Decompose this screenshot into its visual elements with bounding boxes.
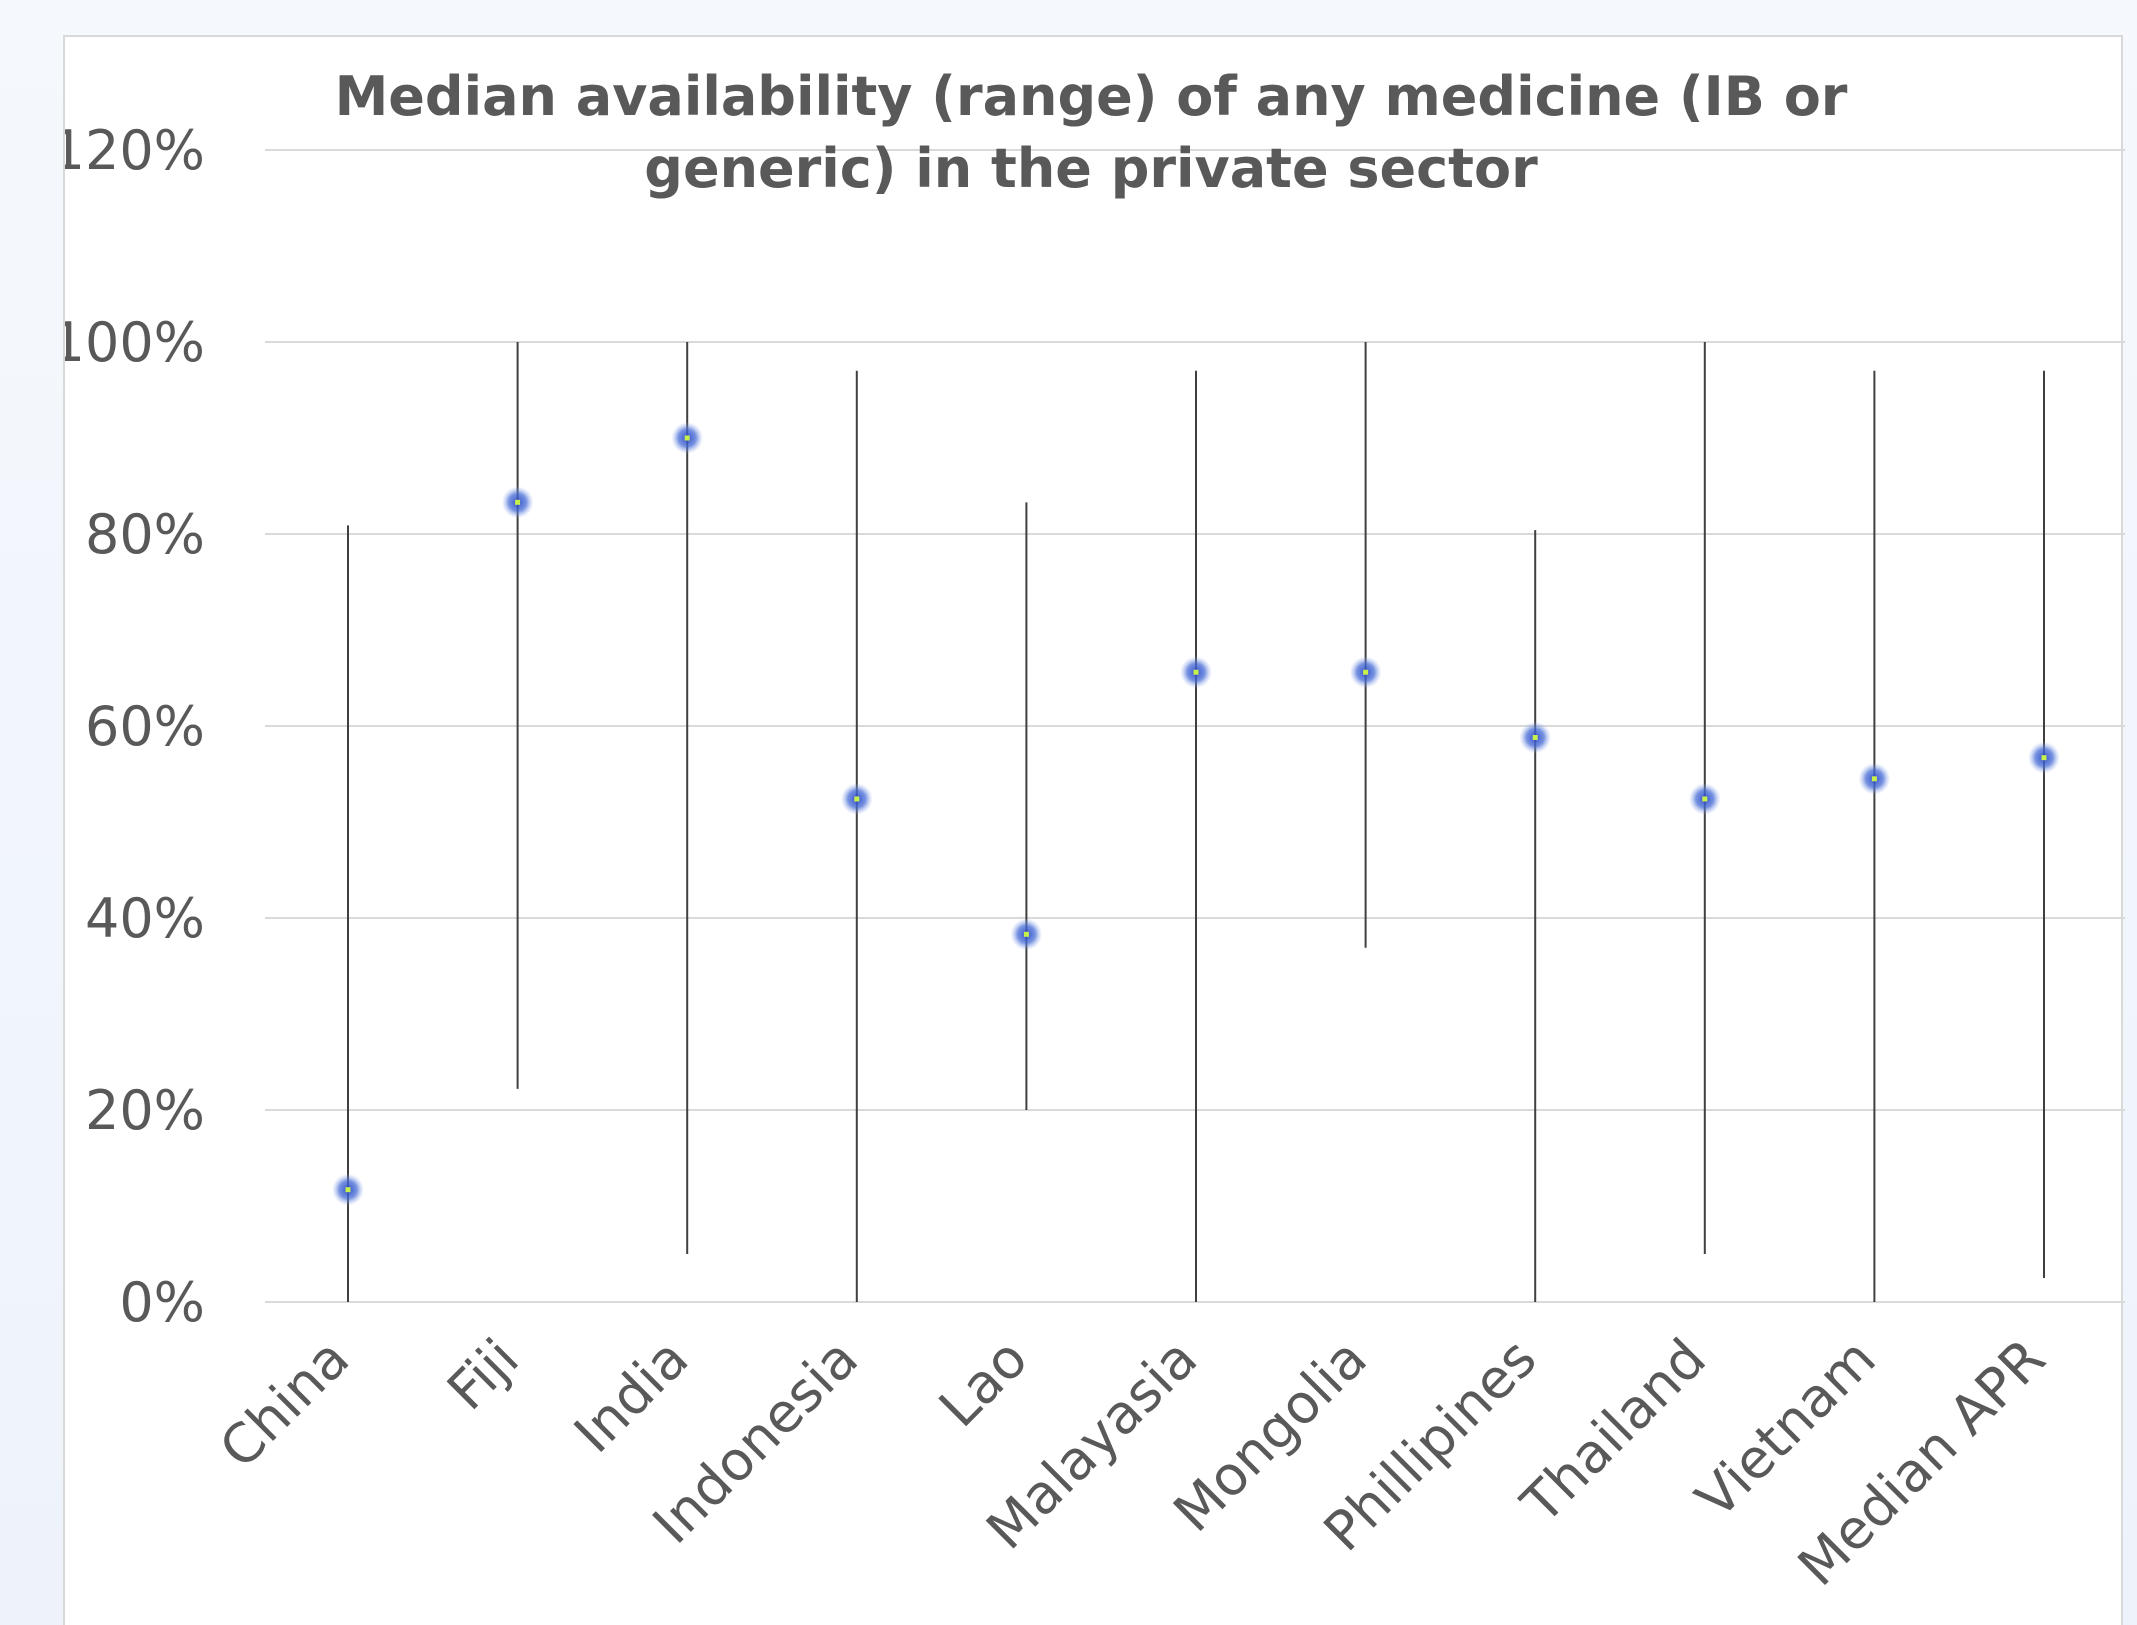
median-marker-center: [854, 796, 860, 802]
category-label: Thailand: [1509, 1327, 1718, 1536]
y-tick-label: 120%: [65, 119, 205, 182]
y-axis-tick-labels: 0% 20% 40% 60% 80% 100% 120%: [65, 119, 205, 1334]
median-marker-center: [515, 499, 521, 505]
y-tick-label: 40%: [85, 887, 205, 950]
availability-chart: 0%20%40%60%80%100%120% China Fiji IndiaInd…: [65, 65, 2125, 1598]
median-marker-center: [1702, 796, 1708, 802]
y-tick-label: 100%: [65, 311, 205, 374]
category-label: Lao: [927, 1327, 1040, 1440]
chart-title-line-1: Median availability (range) of any medic…: [335, 65, 1848, 128]
median-marker-center: [2041, 755, 2047, 761]
chart-area: 0% 20% 40% 60% 80% 100% 120% China Fiji India Ind…: [63, 35, 2125, 1625]
median-marker-center: [684, 435, 690, 441]
median-marker-center: [1363, 669, 1369, 675]
y-tick-label: 20%: [85, 1079, 205, 1142]
median-marker-center: [1193, 669, 1199, 675]
category-label: Fiji: [435, 1327, 531, 1423]
category-label: India: [562, 1327, 700, 1465]
median-markers: [332, 422, 2060, 1206]
median-marker-center: [1532, 735, 1538, 741]
median-marker-center: [1871, 776, 1877, 782]
range-lines: [347, 342, 2045, 1302]
category-label: China: [208, 1327, 362, 1481]
y-tick-label: 80%: [85, 503, 205, 566]
y-tick-label: 60%: [85, 695, 205, 758]
chart-title-line-2: generic) in the private sector: [644, 137, 1538, 200]
median-marker-center: [1023, 931, 1029, 937]
y-tick-label: 0%: [119, 1271, 205, 1334]
median-marker-center: [345, 1187, 351, 1193]
